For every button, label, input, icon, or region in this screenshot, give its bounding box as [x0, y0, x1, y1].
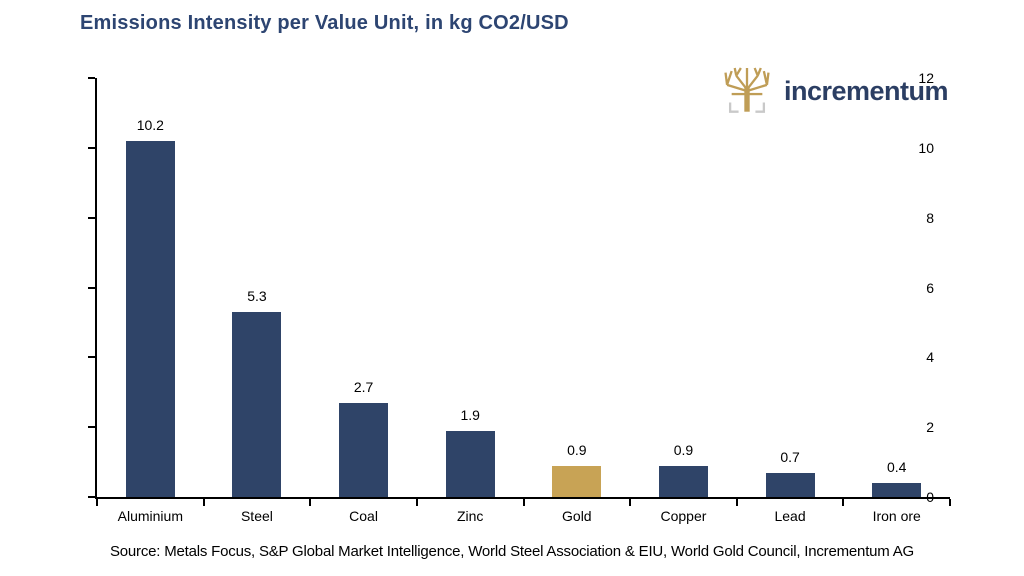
x-axis-category-label: Iron ore [872, 508, 921, 524]
x-axis-tick [842, 499, 845, 506]
incrementum-logo: incrementum [724, 66, 949, 116]
y-axis-tick [88, 286, 95, 289]
x-axis-category-label: Coal [349, 508, 378, 524]
bar-coal [339, 402, 389, 497]
y-axis-tick [88, 146, 95, 149]
bar-lead [765, 472, 815, 497]
x-axis-category-label: Aluminium [117, 508, 183, 524]
bar-copper [658, 465, 708, 497]
y-axis-tick-label: 4 [926, 349, 934, 366]
bar-zinc [445, 430, 495, 497]
x-axis-tick [949, 499, 951, 506]
y-axis-tick-label: 12 [918, 70, 934, 86]
bar-aluminium [125, 140, 175, 497]
x-axis-tick [309, 499, 312, 506]
chart-title: Emissions Intensity per Value Unit, in k… [80, 12, 569, 34]
x-axis-category-label: Lead [774, 508, 806, 524]
bar-value-label: 10.2 [136, 116, 164, 133]
bar-value-label: 2.7 [353, 378, 374, 395]
x-axis-tick [735, 499, 738, 506]
bar-value-label: 0.7 [780, 448, 800, 465]
y-axis-tick-label: 2 [926, 419, 934, 436]
bar-gold [552, 465, 602, 497]
x-axis-category-label: Steel [240, 508, 273, 524]
y-axis-tick [88, 426, 95, 429]
y-axis-tick-label: 10 [918, 139, 934, 156]
bar-value-label: 1.9 [460, 406, 480, 423]
bar-value-label: 0.9 [673, 441, 694, 458]
x-axis-tick [629, 499, 632, 506]
bar-value-label: 5.3 [247, 287, 267, 304]
bar-value-label: 0.4 [886, 459, 907, 476]
y-axis-tick [88, 496, 95, 498]
x-axis-tick [415, 499, 418, 506]
x-axis-category-label: Zinc [456, 508, 484, 524]
bar-value-label: 0.9 [567, 441, 587, 458]
x-axis-tick [202, 499, 205, 506]
x-axis-category-label: Copper [660, 508, 707, 524]
logo-wordmark: incrementum [784, 75, 949, 106]
bar-iron-ore [872, 483, 922, 497]
source-note: Source: Metals Focus, S&P Global Market … [109, 543, 915, 560]
x-axis-tick [96, 499, 98, 506]
bar-steel [232, 311, 282, 497]
x-axis-category-label: Gold [562, 508, 592, 524]
y-axis-tick-label: 0 [926, 489, 934, 505]
plot-area: 0 2 4 6 8 10 12 10.2 Aluminium 5.3 Steel 2.7 Coal 1.9… [88, 70, 951, 524]
y-axis-tick [88, 216, 95, 219]
y-axis-tick [88, 356, 95, 359]
tree-icon [724, 67, 770, 113]
y-axis-tick-label: 8 [926, 209, 934, 226]
x-axis-tick [522, 499, 525, 506]
y-axis-tick-label: 6 [926, 279, 934, 296]
y-axis-tick [88, 77, 95, 79]
